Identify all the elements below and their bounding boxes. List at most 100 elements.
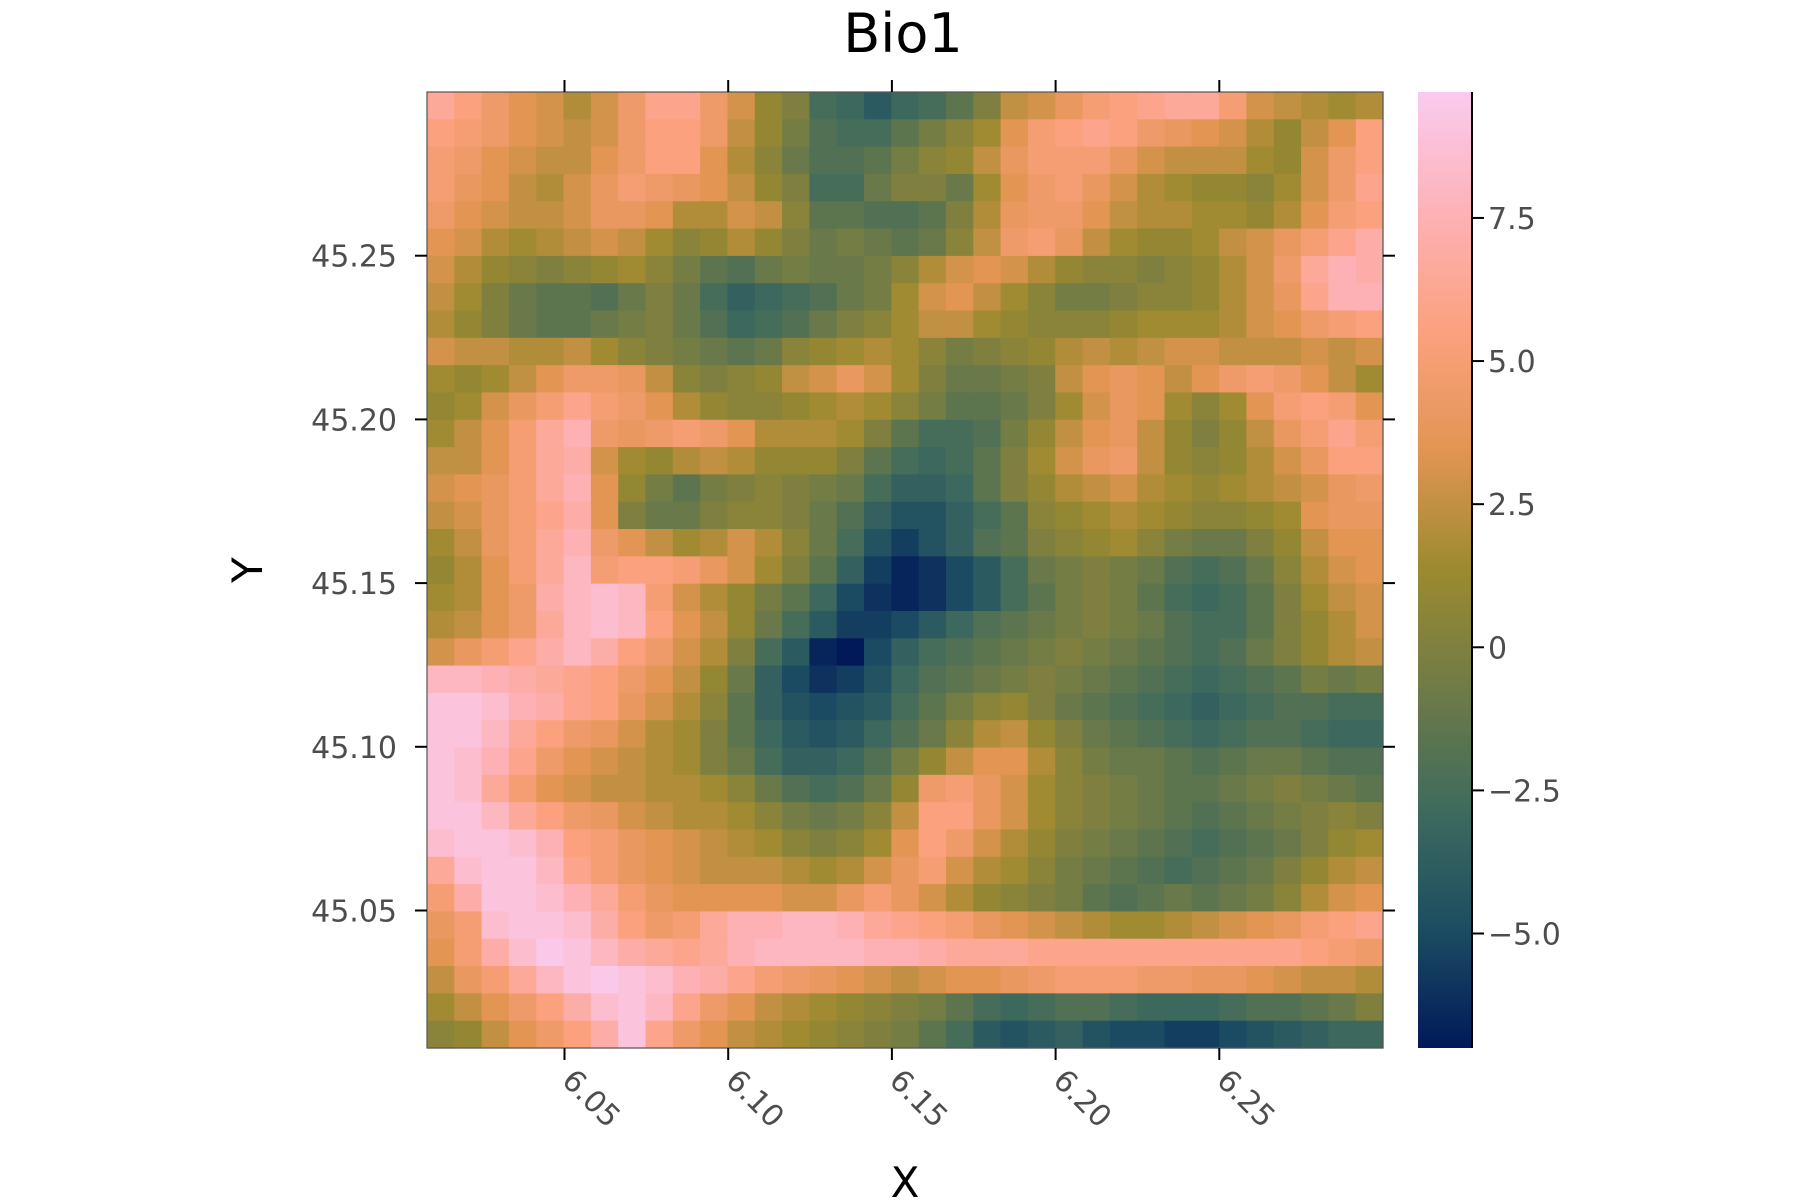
heatmap-cell: [1055, 856, 1084, 885]
heatmap-cell: [590, 692, 619, 721]
heatmap-cell: [481, 501, 510, 530]
heatmap-cell: [1027, 255, 1056, 284]
heatmap-cell: [809, 829, 838, 858]
heatmap-cell: [1301, 911, 1329, 940]
heatmap-cell: [754, 337, 783, 366]
heatmap-cell: [754, 720, 783, 749]
heatmap-cell: [1246, 665, 1275, 694]
heatmap-cell: [1301, 501, 1329, 530]
heatmap-cell: [454, 337, 483, 366]
heatmap-cell: [454, 583, 483, 612]
heatmap-cell: [1000, 747, 1029, 776]
y-axis-title: Y: [223, 557, 272, 584]
heatmap-cell: [427, 337, 455, 366]
heatmap-cell: [1082, 283, 1111, 312]
heatmap-cell: [1191, 283, 1220, 312]
heatmap-cell: [809, 365, 838, 394]
heatmap-cell: [536, 419, 565, 448]
heatmap-cell: [618, 610, 647, 639]
heatmap-cell: [782, 638, 810, 667]
heatmap-cell: [1082, 1020, 1111, 1049]
heatmap-cell: [1137, 720, 1166, 749]
heatmap-cell: [1246, 556, 1275, 585]
heatmap-cell: [891, 911, 920, 940]
heatmap-cell: [1328, 993, 1357, 1022]
heatmap-cell: [891, 283, 920, 312]
heatmap-cell: [454, 255, 483, 284]
heatmap-cell: [1219, 556, 1248, 585]
heatmap-cell: [454, 993, 483, 1022]
heatmap-cell: [1219, 529, 1248, 557]
heatmap-cell: [1082, 474, 1111, 503]
heatmap-cell: [1137, 447, 1166, 475]
heatmap-cell: [973, 228, 1002, 257]
heatmap-cell: [1055, 337, 1084, 366]
heatmap-cell: [1301, 774, 1329, 803]
heatmap-cell: [782, 501, 810, 530]
heatmap-cell: [782, 829, 810, 858]
heatmap-cell: [973, 938, 1002, 967]
heatmap-cell: [973, 692, 1002, 721]
heatmap-cell: [1246, 884, 1275, 913]
heatmap-cell: [1137, 938, 1166, 967]
heatmap-cell: [1328, 829, 1357, 858]
heatmap-cell: [454, 119, 483, 148]
heatmap-cell: [945, 119, 974, 148]
heatmap-cell: [508, 310, 537, 339]
colorbar: [1418, 92, 1472, 1048]
heatmap-cell: [590, 283, 619, 312]
heatmap-cell: [945, 201, 974, 230]
heatmap-cell: [973, 92, 1002, 120]
heatmap-cell: [1191, 747, 1220, 776]
heatmap-cell: [536, 966, 565, 994]
heatmap-cell: [918, 884, 947, 913]
heatmap-cell: [782, 856, 810, 885]
heatmap-cell: [536, 201, 565, 230]
heatmap-cell: [618, 884, 647, 913]
heatmap-cell: [672, 1020, 701, 1049]
heatmap-cell: [563, 119, 592, 148]
heatmap-cell: [836, 255, 865, 284]
chart-title: Bio1: [843, 2, 962, 65]
heatmap-cell: [727, 720, 756, 749]
heatmap-cell: [536, 1020, 565, 1049]
heatmap-cell: [645, 556, 674, 585]
heatmap-cell: [618, 1020, 647, 1049]
heatmap-cell: [645, 255, 674, 284]
heatmap-cell: [672, 692, 701, 721]
heatmap-cell: [1027, 201, 1056, 230]
heatmap-cell: [1109, 529, 1138, 557]
heatmap-cell: [1273, 856, 1302, 885]
heatmap-cell: [1191, 911, 1220, 940]
heatmap-cell: [481, 529, 510, 557]
heatmap-cell: [1000, 419, 1029, 448]
heatmap-cell: [782, 583, 810, 612]
heatmap-cell: [700, 911, 729, 940]
heatmap-cell: [836, 720, 865, 749]
heatmap-cell: [1055, 802, 1084, 831]
heatmap-cell: [645, 501, 674, 530]
heatmap-cell: [1246, 911, 1275, 940]
heatmap-cell: [1082, 255, 1111, 284]
heatmap-cell: [809, 911, 838, 940]
heatmap-cell: [891, 337, 920, 366]
heatmap-cell: [1055, 529, 1084, 557]
heatmap-cell: [1219, 720, 1248, 749]
heatmap-cell: [1246, 747, 1275, 776]
heatmap-cell: [1191, 337, 1220, 366]
heatmap-cell: [536, 856, 565, 885]
heatmap-cell: [1109, 310, 1138, 339]
heatmap-cell: [1109, 966, 1138, 994]
heatmap-cell: [645, 938, 674, 967]
heatmap-cell: [1191, 310, 1220, 339]
heatmap-cell: [563, 720, 592, 749]
heatmap-cell: [864, 692, 892, 721]
heatmap-cell: [727, 447, 756, 475]
heatmap-cell: [590, 556, 619, 585]
heatmap-cell: [1000, 1020, 1029, 1049]
heatmap-cell: [918, 119, 947, 148]
heatmap-cell: [508, 255, 537, 284]
heatmap-cell: [1273, 283, 1302, 312]
heatmap-cell: [700, 829, 729, 858]
heatmap-cell: [618, 474, 647, 503]
